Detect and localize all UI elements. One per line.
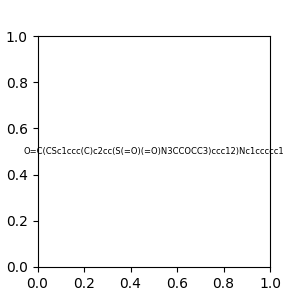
Text: O=C(CSc1ccc(C)c2cc(S(=O)(=O)N3CCOCC3)ccc12)Nc1ccccc1: O=C(CSc1ccc(C)c2cc(S(=O)(=O)N3CCOCC3)ccc…	[23, 147, 284, 156]
